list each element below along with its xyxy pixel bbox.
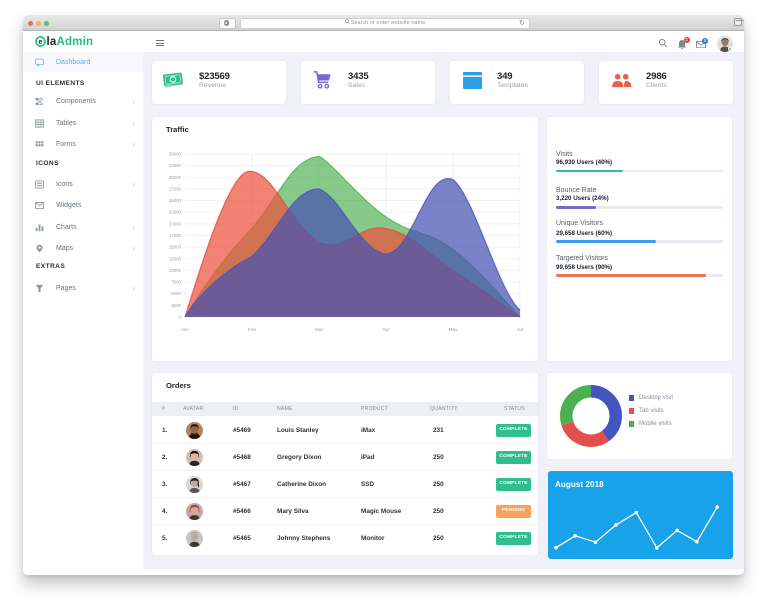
svg-text:32500: 32500 <box>169 163 182 168</box>
svg-text:30000: 30000 <box>169 175 182 180</box>
svg-text:35000: 35000 <box>169 152 182 157</box>
svg-text:Mar: Mar <box>315 327 324 333</box>
svg-text:25000: 25000 <box>169 198 182 203</box>
svg-text:5000: 5000 <box>171 291 181 296</box>
svg-text:27500: 27500 <box>169 186 182 191</box>
svg-text:20000: 20000 <box>169 221 182 226</box>
svg-text:0: 0 <box>179 315 182 320</box>
svg-text:2500: 2500 <box>171 303 181 308</box>
svg-text:May: May <box>448 327 458 333</box>
svg-text:Jul: Jul <box>517 327 523 333</box>
svg-text:17500: 17500 <box>169 233 182 238</box>
svg-text:12500: 12500 <box>169 256 182 261</box>
svg-text:Jan: Jan <box>181 327 189 333</box>
svg-text:e: e <box>39 39 43 46</box>
svg-text:Feb: Feb <box>248 327 257 333</box>
svg-text:7500: 7500 <box>171 280 181 285</box>
svg-text:Apr: Apr <box>382 327 390 333</box>
svg-text:15000: 15000 <box>169 245 182 250</box>
svg-text:10000: 10000 <box>169 268 182 273</box>
svg-text:22500: 22500 <box>169 210 182 215</box>
